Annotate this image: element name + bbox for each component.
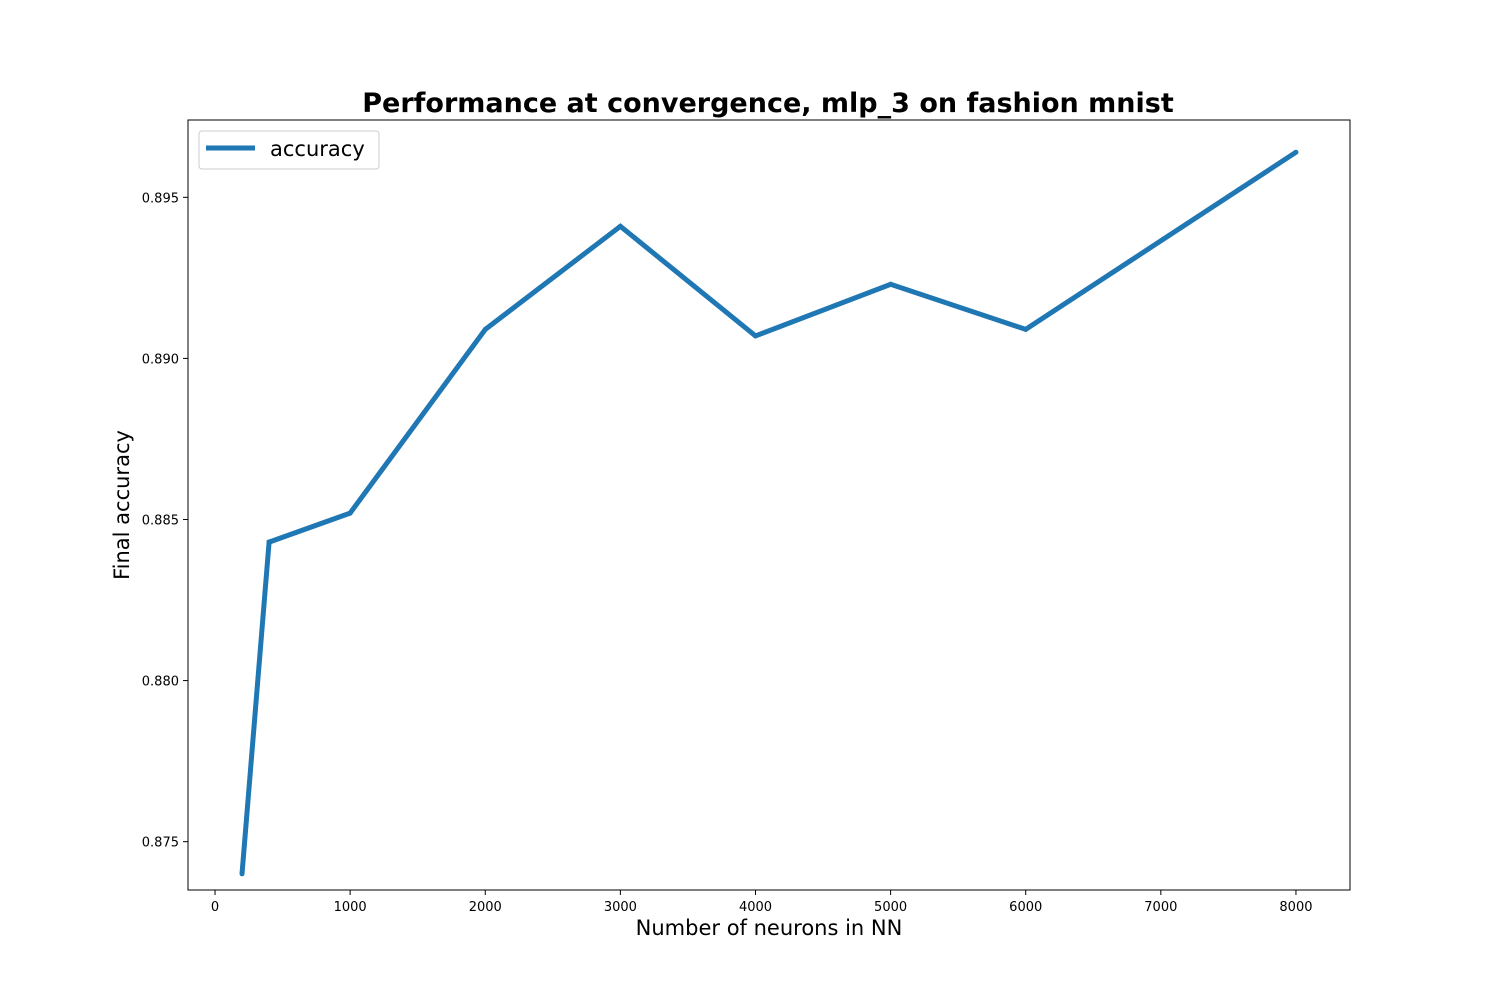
y-tick-label: 0.895 (142, 191, 179, 206)
legend-label-accuracy: accuracy (270, 137, 365, 161)
x-tick-label: 2000 (469, 900, 502, 915)
y-axis: 0.875 0.880 0.885 0.890 0.895 (142, 191, 188, 851)
data-point (1023, 326, 1029, 332)
x-tick-label: 5000 (874, 900, 907, 915)
x-tick-label: 4000 (739, 900, 772, 915)
data-point (347, 510, 353, 516)
x-tick-label: 7000 (1144, 900, 1177, 915)
x-axis-label: Number of neurons in NN (636, 916, 903, 940)
data-point (1293, 149, 1299, 155)
data-point (239, 871, 245, 877)
y-tick-label: 0.880 (142, 675, 179, 690)
data-point (888, 281, 894, 287)
plot-area (187, 119, 1351, 891)
chart-title: Performance at convergence, mlp_3 on fas… (362, 88, 1174, 119)
data-point (617, 223, 623, 229)
x-tick-label: 0 (211, 900, 219, 915)
x-axis: 0 1000 2000 3000 4000 5000 6000 7000 8000 (211, 890, 1313, 915)
data-point (266, 539, 272, 545)
x-tick-label: 3000 (604, 900, 637, 915)
y-axis-label: Final accuracy (110, 430, 134, 580)
x-tick-label: 6000 (1009, 900, 1042, 915)
y-tick-label: 0.890 (142, 352, 179, 367)
y-tick-label: 0.885 (142, 513, 179, 528)
x-tick-label: 1000 (334, 900, 367, 915)
x-tick-label: 8000 (1279, 900, 1312, 915)
data-point (482, 326, 488, 332)
data-point (752, 333, 758, 339)
y-tick-label: 0.875 (142, 836, 179, 851)
legend: accuracy (198, 130, 380, 170)
series-layer (239, 149, 1299, 877)
legend-box (198, 130, 380, 170)
